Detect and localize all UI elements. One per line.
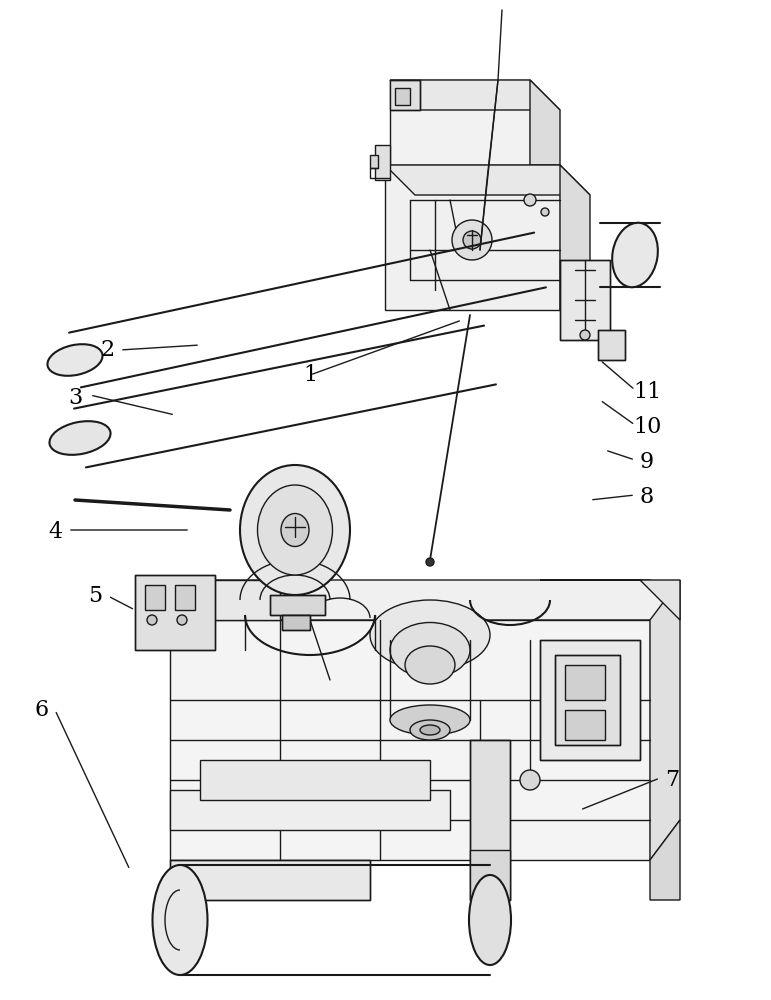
Text: 6: 6 (35, 699, 49, 721)
Text: 5: 5 (88, 585, 102, 607)
Polygon shape (540, 640, 640, 760)
Polygon shape (650, 820, 680, 900)
Text: 7: 7 (665, 769, 679, 791)
Polygon shape (370, 155, 378, 168)
Polygon shape (282, 615, 310, 630)
Ellipse shape (420, 725, 440, 735)
Polygon shape (375, 145, 390, 180)
Ellipse shape (612, 223, 658, 287)
Text: 2: 2 (100, 339, 114, 361)
Polygon shape (390, 80, 560, 110)
Ellipse shape (405, 646, 455, 684)
Text: 11: 11 (633, 381, 661, 403)
Polygon shape (135, 575, 215, 650)
Ellipse shape (463, 231, 481, 249)
Polygon shape (470, 850, 510, 900)
Text: 3: 3 (68, 387, 82, 409)
Ellipse shape (426, 558, 434, 566)
Polygon shape (200, 760, 430, 800)
Ellipse shape (524, 194, 536, 206)
Polygon shape (170, 580, 280, 620)
Polygon shape (470, 740, 510, 900)
Ellipse shape (147, 615, 157, 625)
Polygon shape (530, 80, 560, 165)
Ellipse shape (469, 875, 511, 965)
Polygon shape (390, 80, 530, 165)
Ellipse shape (48, 344, 103, 376)
Ellipse shape (390, 705, 470, 735)
Ellipse shape (240, 465, 350, 595)
Ellipse shape (370, 600, 490, 670)
Polygon shape (390, 80, 420, 110)
Ellipse shape (177, 615, 187, 625)
Ellipse shape (258, 485, 332, 575)
Ellipse shape (541, 208, 549, 216)
Polygon shape (385, 165, 560, 310)
Polygon shape (565, 665, 605, 700)
Text: 4: 4 (48, 521, 62, 543)
Polygon shape (145, 585, 165, 610)
Ellipse shape (580, 330, 590, 340)
Ellipse shape (520, 770, 540, 790)
Ellipse shape (49, 421, 110, 455)
Polygon shape (395, 88, 410, 105)
Polygon shape (555, 655, 620, 745)
Ellipse shape (452, 220, 492, 260)
Polygon shape (170, 620, 650, 860)
Text: 8: 8 (640, 486, 654, 508)
Polygon shape (560, 260, 610, 340)
Ellipse shape (390, 622, 470, 678)
Polygon shape (170, 580, 680, 620)
Text: 1: 1 (303, 364, 317, 386)
Text: 9: 9 (640, 451, 654, 473)
Ellipse shape (281, 514, 309, 546)
Polygon shape (598, 330, 625, 360)
Ellipse shape (410, 720, 450, 740)
Polygon shape (650, 580, 680, 860)
Polygon shape (560, 165, 590, 310)
Polygon shape (175, 585, 195, 610)
Polygon shape (170, 860, 370, 900)
Polygon shape (270, 595, 325, 615)
Polygon shape (540, 580, 680, 620)
Polygon shape (385, 165, 590, 195)
Polygon shape (170, 790, 450, 830)
Polygon shape (565, 710, 605, 740)
Ellipse shape (153, 865, 207, 975)
Text: 10: 10 (633, 416, 662, 438)
